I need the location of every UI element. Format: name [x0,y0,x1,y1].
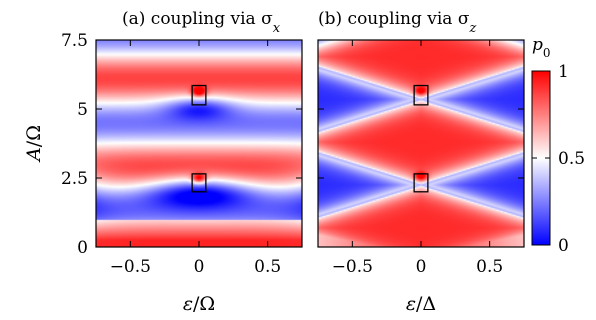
panel-b-boxes [413,84,429,193]
zoom-box [413,173,429,193]
colorbar-tick-label: 1 [558,62,569,82]
ytick-label: 7.5 [61,31,88,51]
panel-a: (a) coupling via σx −0.5 0 0.5 0 2.5 5 7.5 A/Ω… [23,9,303,315]
ytick-label: 2.5 [61,169,88,189]
panel-a-boxes [191,84,207,193]
xtick-label: −0.5 [110,257,151,277]
xtick-label: 0.5 [476,257,503,277]
xtick-label: 0 [416,257,427,277]
ytick-label: 0 [77,238,88,258]
colorbar-tick-label: 0 [558,236,569,256]
colorbar-ticks: 00.51 [532,62,585,256]
svg-text:A/Ω: A/Ω [23,125,45,163]
xlabel-a: ε/Ω [183,293,215,315]
heatmap-b [318,40,524,247]
colorbar-tick-label: 0.5 [558,149,585,169]
panel-b: (b) coupling via σz −0.5 0 0.5 ε/Δ [317,9,525,315]
panel-b-title: (b) coupling via σz [318,9,476,36]
zoom-box [191,84,207,106]
xtick-label: 0 [194,257,205,277]
panel-a-title: (a) coupling via σx [122,9,281,36]
xlabel-b: ε/Δ [406,293,436,315]
xtick-label: −0.5 [332,257,373,277]
xtick-label: 0.5 [254,257,281,277]
zoom-box [191,173,207,193]
colorbar: p0 00.51 [531,35,585,256]
colorbar-label: p0 [532,35,551,60]
ytick-label: 5 [77,100,88,120]
ylabel-a: A/Ω [23,125,45,163]
panel-a-ticks: −0.5 0 0.5 0 2.5 5 7.5 [61,31,302,277]
zoom-box [413,84,429,106]
heatmap-a [96,40,302,247]
panel-b-ticks: −0.5 0 0.5 [318,39,524,277]
